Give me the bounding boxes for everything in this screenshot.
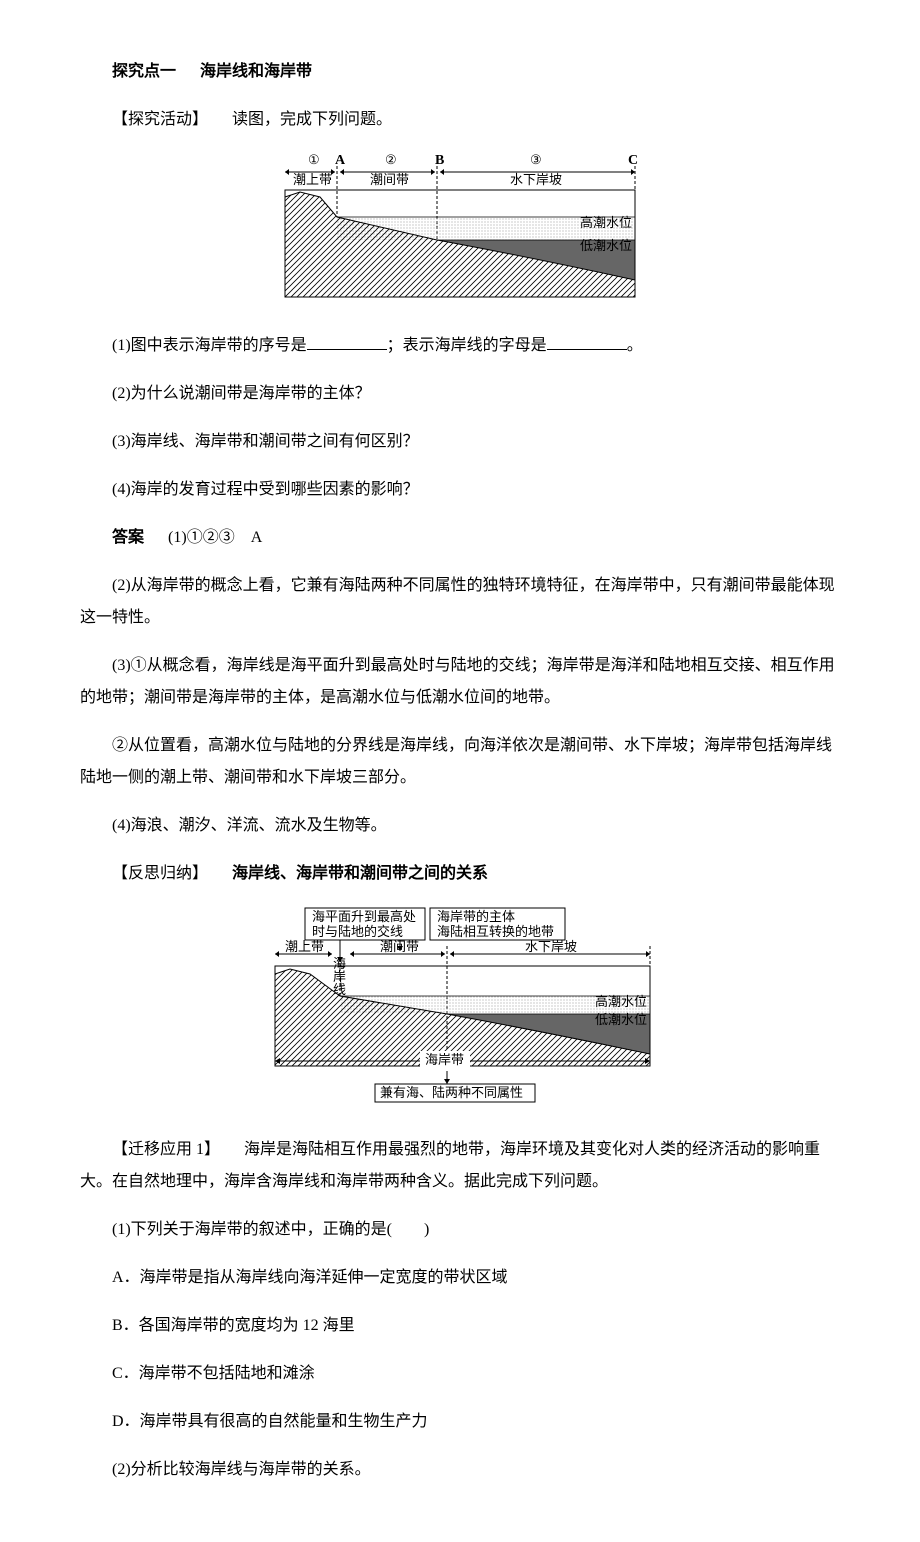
question-4: (4)海岸的发育过程中受到哪些因素的影响？ bbox=[80, 474, 840, 506]
activity-text: 读图，完成下列问题。 bbox=[232, 111, 392, 128]
d2-high: 高潮水位 bbox=[595, 994, 647, 1009]
section-title: 探究点一 海岸线和海岸带 bbox=[80, 56, 840, 88]
mark-B: B bbox=[435, 153, 444, 168]
d1-high: 高潮水位 bbox=[580, 215, 632, 230]
diagram-1: ① A ② B ③ C 潮上带 潮间带 水下岸坡 高潮水位 低潮水位 bbox=[80, 152, 840, 314]
apply-q1: (1)下列关于海岸带的叙述中，正确的是( ) bbox=[80, 1214, 840, 1246]
d2-low: 低潮水位 bbox=[595, 1012, 647, 1027]
d2-box1-l2: 时与陆地的交线 bbox=[312, 924, 403, 939]
answer-label: 答案 bbox=[112, 529, 144, 546]
answer-4: (4)海浪、潮汐、洋流、流水及生物等。 bbox=[80, 810, 840, 842]
reflect-line: 【反思归纳】 海岸线、海岸带和潮间带之间的关系 bbox=[80, 858, 840, 890]
d2-shuixia: 水下岸坡 bbox=[525, 939, 577, 954]
mark-2: ② bbox=[385, 152, 397, 167]
mark-1: ① bbox=[308, 152, 320, 167]
opt-A: A．海岸带是指从海岸线向海洋延伸一定宽度的带状区域 bbox=[80, 1262, 840, 1294]
opt-B: B．各国海岸带的宽度均为 12 海里 bbox=[80, 1310, 840, 1342]
apply-line: 【迁移应用 1】 海岸是海陆相互作用最强烈的地带，海岸环境及其变化对人类的经济活… bbox=[80, 1134, 840, 1198]
title-text: 海岸线和海岸带 bbox=[200, 63, 312, 80]
opt-C: C．海岸带不包括陆地和滩涂 bbox=[80, 1358, 840, 1390]
diagram-2: 海平面升到最高处 时与陆地的交线 海岸带的主体 海陆相互转换的地带 潮上带 潮间… bbox=[80, 906, 840, 1118]
blank-2 bbox=[547, 333, 627, 350]
d2-box2-l2: 海陆相互转换的地带 bbox=[437, 924, 554, 939]
mark-A: A bbox=[335, 153, 346, 168]
blank-1 bbox=[307, 333, 387, 350]
answer-3b: ②从位置看，高潮水位与陆地的分界线是海岸线，向海洋依次是潮间带、水下岸坡；海岸带… bbox=[80, 730, 840, 794]
apply-label: 【迁移应用 1】 bbox=[112, 1141, 220, 1158]
apply-q2: (2)分析比较海岸线与海岸带的关系。 bbox=[80, 1454, 840, 1486]
d2-haiandai: 海岸带 bbox=[425, 1052, 464, 1067]
reflect-text: 海岸线、海岸带和潮间带之间的关系 bbox=[232, 865, 488, 882]
d1-shuixia: 水下岸坡 bbox=[510, 172, 562, 187]
question-2: (2)为什么说潮间带是海岸带的主体？ bbox=[80, 378, 840, 410]
reflect-label: 【反思归纳】 bbox=[112, 865, 208, 882]
answer-2: (2)从海岸带的概念上看，它兼有海陆两种不同属性的独特环境特征，在海岸带中，只有… bbox=[80, 570, 840, 634]
question-1: (1)图中表示海岸带的序号是；表示海岸线的字母是。 bbox=[80, 330, 840, 362]
d2-box2-l1: 海岸带的主体 bbox=[437, 909, 515, 924]
d2-chaoshang: 潮上带 bbox=[285, 939, 324, 954]
d2-bottom-box: 兼有海、陆两种不同属性 bbox=[380, 1085, 523, 1100]
opt-D: D．海岸带具有很高的自然能量和生物生产力 bbox=[80, 1406, 840, 1438]
activity-line: 【探究活动】 读图，完成下列问题。 bbox=[80, 104, 840, 136]
title-prefix: 探究点一 bbox=[112, 63, 176, 80]
d1-chaojian: 潮间带 bbox=[370, 172, 409, 187]
d2-box1-l1: 海平面升到最高处 bbox=[312, 909, 416, 924]
d1-chaoshang: 潮上带 bbox=[293, 172, 332, 187]
mark-C: C bbox=[628, 153, 638, 168]
answer-1: 答案 (1)①②③ A bbox=[80, 522, 840, 554]
d1-low: 低潮水位 bbox=[580, 238, 632, 253]
mark-3: ③ bbox=[530, 152, 542, 167]
answer-3: (3)①从概念看，海岸线是海平面升到最高处时与陆地的交线；海岸带是海洋和陆地相互… bbox=[80, 650, 840, 714]
question-3: (3)海岸线、海岸带和潮间带之间有何区别？ bbox=[80, 426, 840, 458]
activity-label: 【探究活动】 bbox=[112, 111, 208, 128]
d2-chaojian: 潮间带 bbox=[380, 939, 419, 954]
